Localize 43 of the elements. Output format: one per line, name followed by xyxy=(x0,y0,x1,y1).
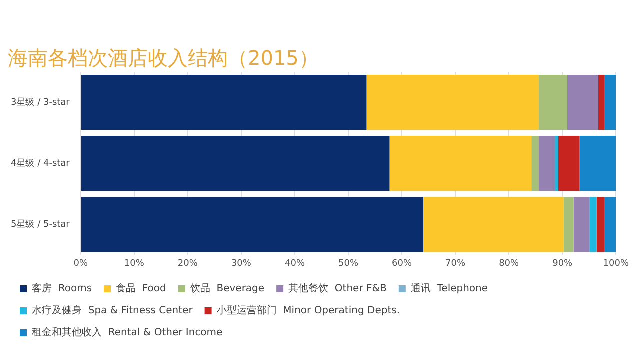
y-tick-label: 5星级 / 5-star xyxy=(10,219,70,230)
bar xyxy=(532,136,540,192)
legend-label: 客房 Rooms xyxy=(32,282,92,295)
chart-title: 海南各档次酒店收入结构（2015） xyxy=(8,46,319,70)
x-tick-label: 40% xyxy=(284,258,306,269)
bar xyxy=(81,74,367,130)
bar xyxy=(366,74,540,130)
bar xyxy=(564,197,574,252)
y-tick-label: 3星级 / 3-star xyxy=(10,96,70,108)
legend-label: 饮品 Beverage xyxy=(189,284,265,295)
bar xyxy=(580,136,616,192)
bar xyxy=(81,136,390,192)
x-tick-label: 10% xyxy=(124,258,145,269)
bar xyxy=(604,197,616,252)
x-tick-label: 20% xyxy=(178,258,198,269)
x-tick-label: 60% xyxy=(392,258,412,269)
y-tick-label: 4星级 / 4-star xyxy=(10,158,70,169)
legend-label: 租金和其他收入 Rental & Other Income xyxy=(32,326,223,339)
legend-label: 其他餐饮 Other F&B xyxy=(288,282,388,295)
x-tick-label: 100% xyxy=(603,258,630,269)
legend-label: 食品 Food xyxy=(116,282,166,295)
bar xyxy=(555,136,558,192)
x-tick-label: 90% xyxy=(552,258,574,269)
x-tick-label: 30% xyxy=(231,258,252,269)
bar xyxy=(539,136,556,192)
bar xyxy=(604,74,616,130)
bar xyxy=(390,136,532,192)
bar xyxy=(539,74,568,130)
bar xyxy=(558,136,580,192)
x-tick-label: 80% xyxy=(499,258,520,269)
bar xyxy=(567,74,598,130)
bar xyxy=(574,197,590,252)
bar xyxy=(423,197,564,252)
bar xyxy=(596,197,605,252)
x-tick-label: 70% xyxy=(446,258,466,269)
x-tick-label: 0% xyxy=(74,258,88,269)
bar xyxy=(598,74,605,130)
legend-label: 水疗及健身 Spa & Fitness Center xyxy=(32,304,194,317)
bar xyxy=(81,197,424,252)
legend-label: 小型运营部门 Minor Operating Depts. xyxy=(216,304,400,317)
bar xyxy=(590,197,597,252)
legend-label: 通讯 Telephone xyxy=(410,282,488,295)
x-tick-label: 50% xyxy=(338,258,359,269)
